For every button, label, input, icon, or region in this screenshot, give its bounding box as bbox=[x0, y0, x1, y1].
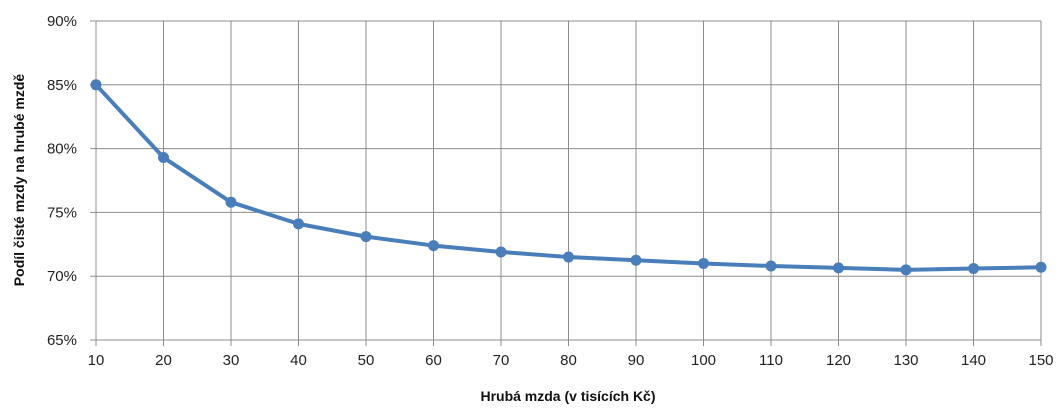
x-tick-label: 10 bbox=[88, 352, 105, 369]
x-tick-label: 60 bbox=[425, 352, 442, 369]
x-tick-label: 110 bbox=[759, 352, 783, 369]
data-point bbox=[225, 196, 237, 208]
y-tick-label: 70% bbox=[47, 268, 77, 285]
series-layer bbox=[90, 79, 1047, 276]
x-tick-label: 120 bbox=[826, 352, 851, 369]
x-tick-label: 70 bbox=[493, 352, 510, 369]
x-tick-label: 40 bbox=[290, 352, 307, 369]
data-point bbox=[158, 152, 169, 164]
data-point bbox=[900, 264, 912, 276]
x-tick-label: 30 bbox=[223, 352, 240, 369]
data-point bbox=[90, 79, 102, 91]
data-point bbox=[1035, 261, 1047, 273]
data-point bbox=[833, 262, 844, 274]
y-tick-label: 85% bbox=[47, 77, 77, 94]
data-point bbox=[360, 231, 372, 243]
x-tick-label: 90 bbox=[628, 352, 645, 369]
x-tick-label: 20 bbox=[155, 352, 172, 369]
x-tick-label: 150 bbox=[1028, 352, 1053, 369]
data-point bbox=[698, 257, 709, 269]
x-tick-label: 140 bbox=[961, 352, 986, 369]
y-tick-label: 80% bbox=[47, 141, 77, 158]
tick-labels: 10 20 30 40 50 60 70 80 90 100 110 120 130 140 150 65% 7… bbox=[47, 13, 1054, 369]
grid bbox=[95, 20, 1042, 341]
data-point bbox=[428, 240, 439, 252]
y-tick-label: 90% bbox=[47, 13, 77, 30]
data-point bbox=[293, 218, 304, 230]
data-point bbox=[765, 260, 777, 272]
x-tick-label: 50 bbox=[358, 352, 375, 369]
x-tick-label: 80 bbox=[560, 352, 577, 369]
axes bbox=[90, 20, 1042, 346]
y-tick-label: 75% bbox=[47, 204, 77, 221]
y-tick-label: 65% bbox=[47, 332, 77, 349]
x-tick-label: 130 bbox=[893, 352, 918, 369]
data-point bbox=[495, 246, 507, 258]
x-tick-label: 100 bbox=[691, 352, 716, 369]
y-axis-title: Podíl čisté mzdy na hrubé mzdě bbox=[11, 74, 27, 287]
data-point bbox=[968, 263, 979, 275]
data-point bbox=[630, 254, 642, 266]
x-axis-title: Hrubá mzda (v tisících Kč) bbox=[480, 388, 655, 404]
data-point bbox=[563, 251, 574, 263]
